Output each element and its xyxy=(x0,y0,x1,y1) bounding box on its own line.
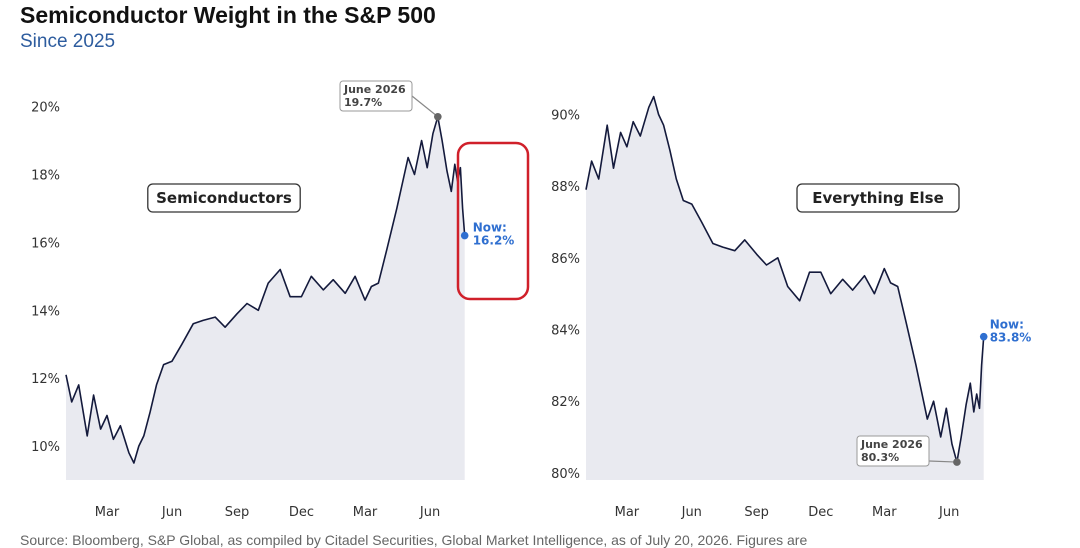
chart-subtitle: Since 2025 xyxy=(20,31,116,52)
callout-leader xyxy=(411,95,439,118)
x-tick-label: Mar xyxy=(615,505,640,520)
y-tick-label: 84% xyxy=(551,324,580,339)
x-tick-label: Dec xyxy=(289,505,314,520)
panel-label: Semiconductors xyxy=(147,183,301,213)
callout-label: June 2026 xyxy=(343,83,406,96)
x-tick-label: Mar xyxy=(872,505,897,520)
y-tick-label: 86% xyxy=(551,252,580,267)
x-tick-label: Jun xyxy=(161,505,182,520)
peak-marker xyxy=(953,458,961,466)
panel-label: Everything Else xyxy=(796,183,960,213)
y-tick-label: 20% xyxy=(31,101,60,116)
x-tick-label: Mar xyxy=(95,505,120,520)
now-label: Now: xyxy=(990,318,1024,332)
now-value: 83.8% xyxy=(990,331,1032,345)
panel-label-text: Semiconductors xyxy=(156,189,292,207)
y-tick-label: 14% xyxy=(31,304,60,319)
callout-value: 80.3% xyxy=(861,451,899,464)
now-marker xyxy=(460,231,469,240)
x-tick-label: Sep xyxy=(744,505,769,520)
panel-label-box xyxy=(796,183,960,213)
callout-box xyxy=(339,80,413,112)
source-note: Source: Bloomberg, S&P Global, as compil… xyxy=(20,532,808,548)
x-tick-label: Mar xyxy=(353,505,378,520)
series-line xyxy=(65,116,466,464)
everything-else-panel: 80% 82% 84% 86% 88% 90% Mar Jun Sep Dec Mar Jun Ever… xyxy=(551,93,1031,520)
x-tick-label: Sep xyxy=(225,505,250,520)
x-tick-label: Jun xyxy=(419,505,440,520)
y-tick-label: 90% xyxy=(551,109,580,124)
highlight-box xyxy=(456,141,530,301)
x-tick-label: Jun xyxy=(681,505,702,520)
callout-value: 19.7% xyxy=(344,96,382,109)
y-tick-label: 80% xyxy=(551,467,580,482)
panel-label-box xyxy=(147,183,301,213)
now-value: 16.2% xyxy=(473,234,515,248)
now-marker xyxy=(979,332,988,341)
y-tick-label: 88% xyxy=(551,180,580,195)
y-tick-label: 10% xyxy=(31,440,60,455)
x-tick-label: Dec xyxy=(808,505,833,520)
y-tick-label: 82% xyxy=(551,395,580,410)
panel-label-text: Everything Else xyxy=(812,189,944,207)
callout-box xyxy=(856,435,930,467)
chart-title: Semiconductor Weight in the S&P 500 xyxy=(20,2,436,28)
series-area xyxy=(586,96,984,480)
y-tick-label: 18% xyxy=(31,168,60,183)
x-tick-label: Jun xyxy=(938,505,959,520)
y-tick-label: 12% xyxy=(31,372,60,387)
callout-leader xyxy=(928,460,957,463)
semiconductors-panel: 10% 12% 14% 16% 18% 20% Mar Jun Sep Dec Mar Jun Semi… xyxy=(31,80,515,520)
callout-label: June 2026 xyxy=(860,438,923,451)
y-tick-label: 16% xyxy=(31,236,60,251)
series-line xyxy=(585,95,985,463)
now-label: Now: xyxy=(473,221,507,235)
peak-marker xyxy=(434,112,442,121)
series-area xyxy=(66,116,465,481)
